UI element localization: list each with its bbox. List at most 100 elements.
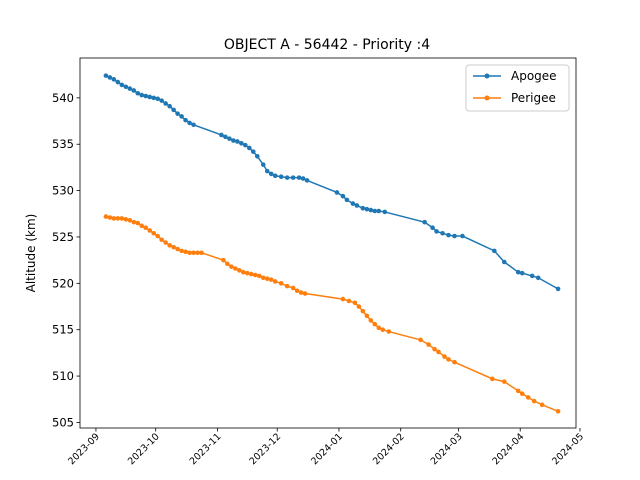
x-tick-label: 2023-12 <box>247 431 283 467</box>
perigee-point <box>368 318 374 323</box>
apogee-point <box>251 149 256 154</box>
apogee-point <box>107 75 113 80</box>
apogee-point <box>243 142 248 148</box>
apogee-point <box>103 73 109 78</box>
perigee-point <box>446 357 451 362</box>
perigee-point <box>187 250 192 256</box>
apogee-point <box>191 122 196 128</box>
y-tick-label: 515 <box>52 323 74 337</box>
perigee-point <box>284 283 290 289</box>
perigee-point <box>191 250 196 256</box>
perigee-point <box>171 244 176 250</box>
perigee-point <box>229 264 234 269</box>
apogee-point <box>247 145 252 151</box>
x-tick-label: 2024-01 <box>309 431 345 467</box>
apogee-point <box>264 168 270 174</box>
perigee-point <box>139 223 145 229</box>
apogee-point <box>354 203 360 208</box>
perigee-point <box>490 376 495 382</box>
axes-frame <box>79 57 577 429</box>
apogee-point <box>296 175 302 180</box>
apogee-point <box>159 98 164 103</box>
apogee-point <box>434 229 439 234</box>
perigee-point <box>252 272 258 278</box>
y-tick-label: 520 <box>52 276 74 290</box>
apogee-point <box>254 154 260 159</box>
perigee-point <box>525 395 531 400</box>
apogee-point <box>175 111 180 116</box>
apogee-point <box>430 225 435 230</box>
apogee-point <box>231 138 236 143</box>
apogee-point <box>167 103 172 109</box>
apogee-point <box>535 275 541 281</box>
perigee-point <box>531 398 537 404</box>
perigee-point <box>127 217 133 223</box>
perigee-point <box>183 249 188 255</box>
perigee-point <box>151 230 156 236</box>
perigee-point <box>131 219 137 225</box>
perigee-point <box>364 313 370 319</box>
perigee-point <box>294 288 300 294</box>
perigee-point <box>123 217 129 222</box>
apogee-point <box>372 208 378 214</box>
x-tick-label: 2024-02 <box>371 431 407 467</box>
apogee-point <box>368 207 374 213</box>
apogee-point <box>135 90 141 96</box>
perigee-point <box>555 409 561 414</box>
y-tick-label: 535 <box>52 137 74 151</box>
x-tick-label: 2024-03 <box>429 431 465 467</box>
y-tick-label: 530 <box>52 184 74 198</box>
perigee-point <box>103 214 109 219</box>
apogee-point <box>183 117 188 123</box>
apogee-point <box>111 77 117 82</box>
perigee-point <box>107 215 113 220</box>
apogee-point <box>139 92 145 98</box>
apogee-point <box>143 93 149 99</box>
perigee-point <box>519 391 525 396</box>
perigee-point <box>245 270 250 276</box>
perigee-point <box>147 228 153 233</box>
legend-marker-apogee <box>484 73 490 79</box>
perigee-point <box>195 250 200 256</box>
y-tick-label: 505 <box>52 415 74 429</box>
x-tick-label: 2023-11 <box>188 431 224 467</box>
apogee-point <box>460 233 465 239</box>
perigee-point <box>264 276 270 282</box>
apogee-point <box>127 86 133 91</box>
perigee-point <box>340 296 346 302</box>
legend: Apogee Perigee <box>465 64 570 112</box>
perigee-point <box>115 216 121 221</box>
perigee-point <box>352 300 358 306</box>
y-tick-label: 525 <box>52 230 74 244</box>
apogee-point <box>260 162 266 167</box>
apogee-point <box>187 120 192 126</box>
perigee-point <box>155 233 160 239</box>
apogee-point <box>179 114 184 119</box>
perigee-point <box>376 325 382 331</box>
perigee-point <box>221 257 226 263</box>
perigee-point <box>539 402 545 408</box>
perigee-point <box>268 277 274 282</box>
perigee-point <box>290 285 296 291</box>
apogee-point <box>350 201 356 206</box>
apogee-point <box>235 139 240 144</box>
chart-title: OBJECT A - 56442 - Priority :4 <box>224 37 430 53</box>
perigee-point <box>302 291 308 296</box>
perigee-point <box>111 216 117 221</box>
perigee-point <box>452 359 457 365</box>
perigee-point <box>241 269 246 275</box>
perigee-point <box>159 237 164 243</box>
y-axis-label: Altitude (km) <box>24 214 38 293</box>
apogee-point <box>147 94 153 100</box>
x-axis: 2023-09 2023-10 2023-11 2023-12 2024-01 2024-… <box>66 428 586 467</box>
apogee-point <box>452 233 457 239</box>
perigee-point <box>278 281 284 286</box>
perigee-point <box>249 271 254 277</box>
x-tick-label: 2024-05 <box>550 431 586 467</box>
apogee-point <box>119 82 125 88</box>
x-tick-label: 2023-09 <box>66 431 102 467</box>
apogee-point <box>239 141 244 146</box>
apogee-point <box>446 232 451 238</box>
perigee-point <box>418 337 423 343</box>
